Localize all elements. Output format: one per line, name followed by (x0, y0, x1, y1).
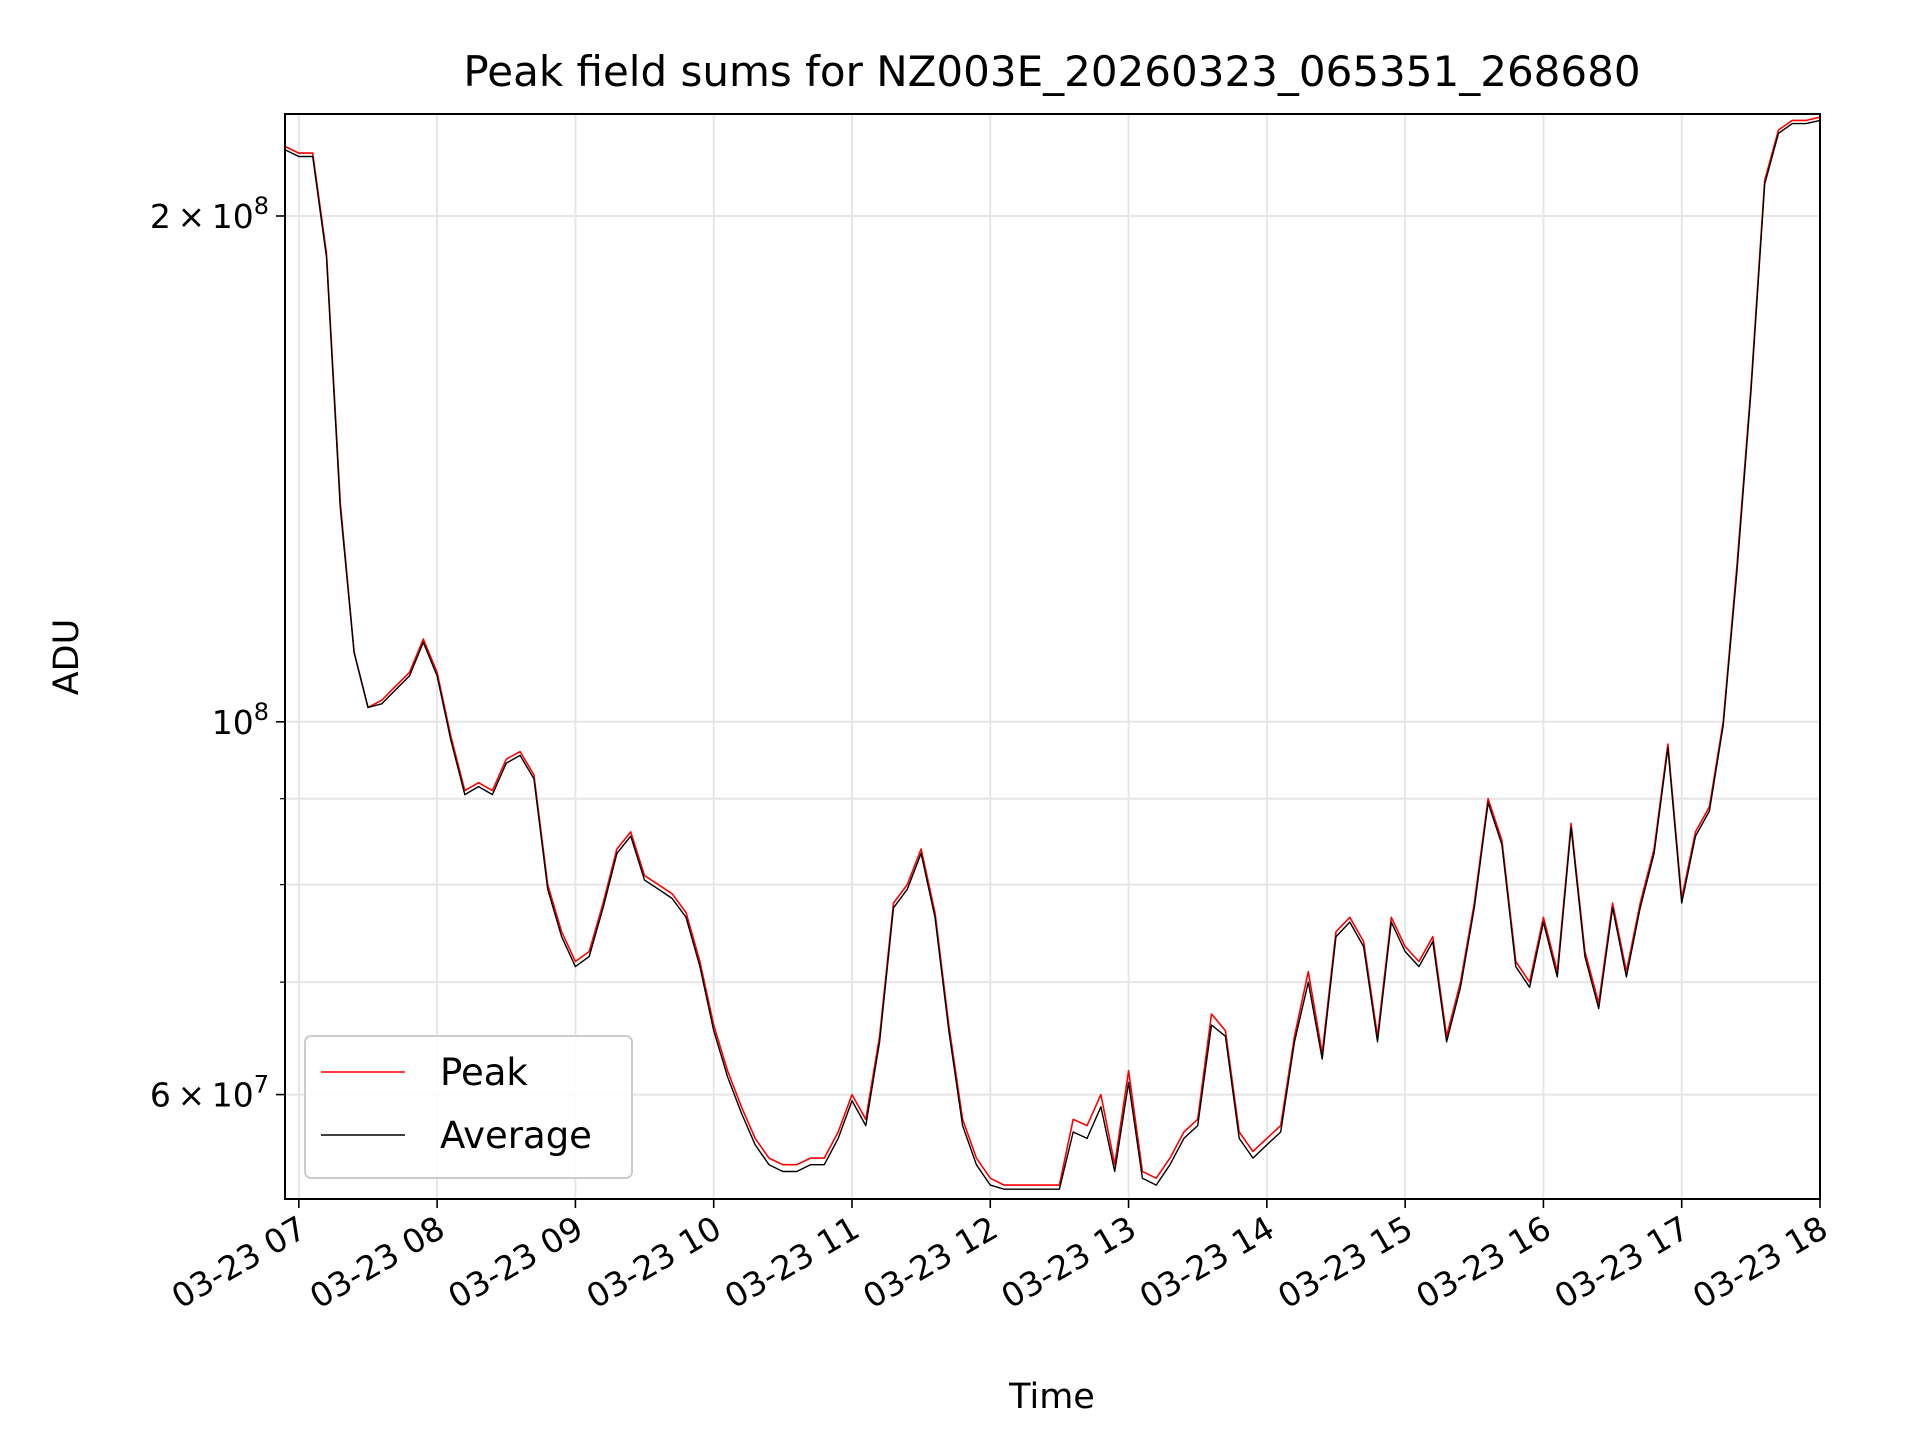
y-axis: 6 × 107 108 2 × 108 (150, 192, 285, 1115)
y-tick-label: 108 (212, 698, 269, 742)
grid (285, 114, 1821, 1199)
plot-frame (284, 113, 1821, 1200)
series-line-average (284, 119, 1821, 1190)
chart-title: Peak field sums for NZ003E_20260323_0653… (463, 47, 1640, 96)
legend: Peak Average (304, 1035, 633, 1179)
y-tick-label: 2 × 108 (150, 192, 269, 236)
legend-label-peak: Peak (440, 1051, 528, 1094)
legend-label-average: Average (440, 1114, 592, 1157)
x-axis-title: Time (1008, 1377, 1095, 1417)
series-layer (284, 116, 1821, 1190)
y-tick-label: 6 × 107 (150, 1071, 269, 1115)
y-axis-title: ADU (47, 619, 87, 696)
